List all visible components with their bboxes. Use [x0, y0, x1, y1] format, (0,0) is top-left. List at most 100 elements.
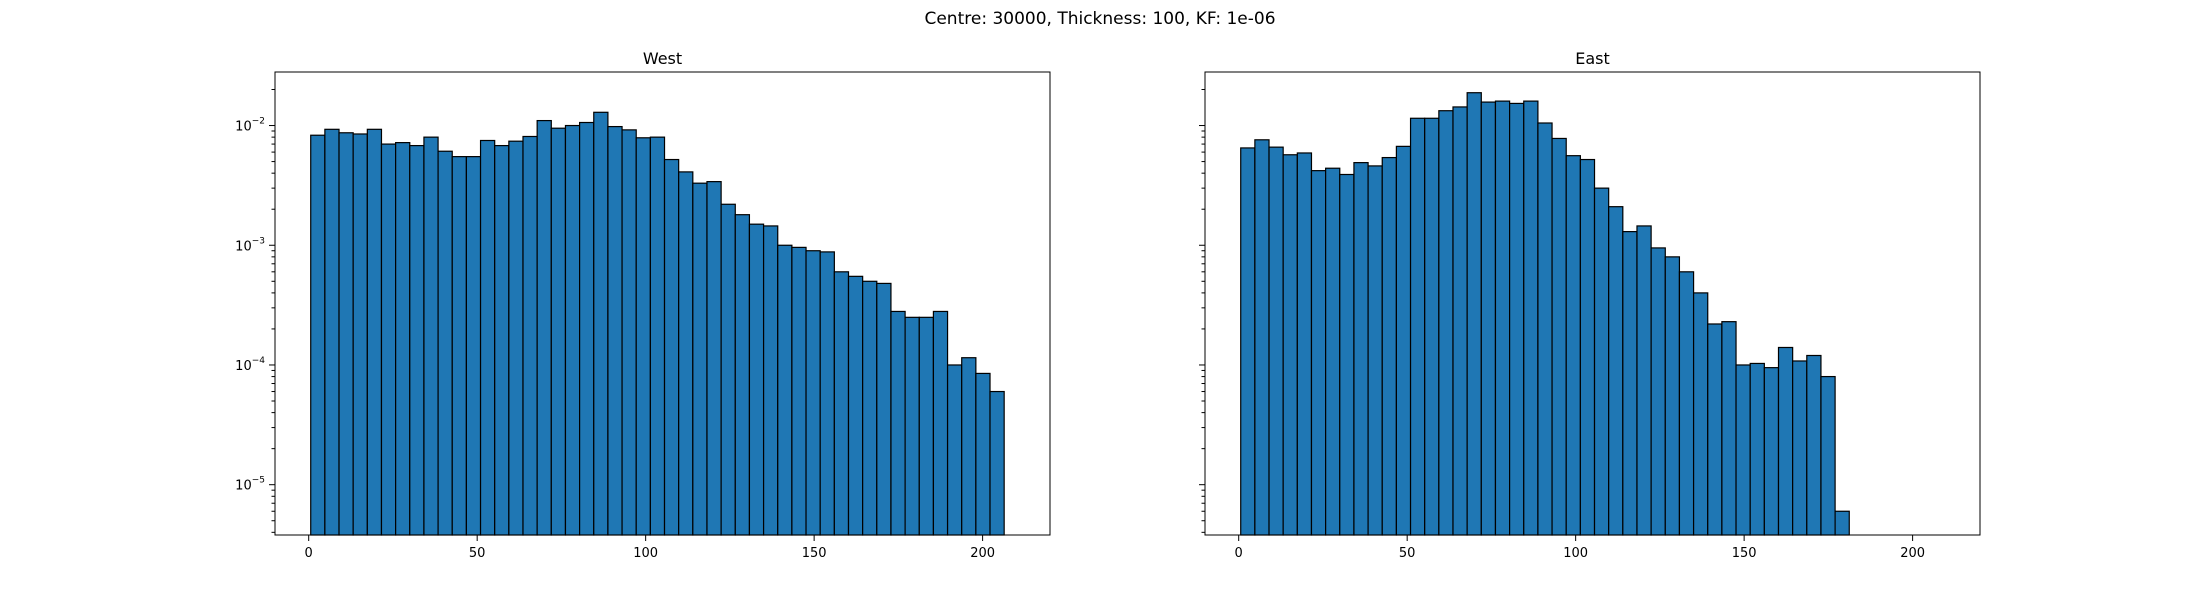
- histogram-bar: [819, 251, 835, 536]
- y-tick-label: 10−3: [235, 236, 265, 254]
- histogram-bar: [352, 133, 368, 536]
- histogram-bar: [748, 223, 765, 536]
- histogram-bar: [1551, 137, 1567, 536]
- histogram-bar: [1381, 156, 1397, 536]
- histogram-bar: [1622, 231, 1638, 536]
- histogram-bar: [550, 127, 567, 536]
- histogram-bar: [734, 214, 751, 536]
- histogram-bar: [1678, 271, 1695, 536]
- histogram-bar: [1282, 154, 1298, 536]
- histogram-bar: [678, 171, 694, 536]
- histogram-bar: [1593, 187, 1610, 536]
- histogram-bar: [1608, 206, 1624, 536]
- histogram-bar: [1240, 147, 1256, 536]
- histogram-bar: [338, 132, 354, 536]
- histogram-bar: [692, 182, 708, 536]
- histogram-bar: [1395, 145, 1412, 536]
- histogram-bar: [508, 140, 524, 536]
- x-tick-label: 0: [1235, 546, 1243, 561]
- histogram-bar: [479, 139, 496, 536]
- histogram-bar: [1806, 354, 1822, 536]
- histogram-bar: [395, 142, 411, 536]
- histogram-bar: [932, 310, 949, 536]
- histogram-bar: [1339, 173, 1355, 536]
- histogram-bar: [1509, 102, 1525, 536]
- histogram-bar: [494, 144, 510, 536]
- histogram-bar: [1636, 225, 1652, 536]
- x-tick-label: 50: [1399, 546, 1416, 561]
- histogram-bar: [522, 135, 538, 536]
- histogram-bar: [1820, 375, 1836, 536]
- y-tick-label: 10−2: [235, 117, 265, 135]
- histogram-bar: [946, 364, 963, 536]
- x-tick-label: 50: [469, 546, 486, 561]
- histogram-bar: [451, 156, 467, 536]
- histogram-bar: [310, 134, 326, 536]
- histogram-bar: [1424, 117, 1440, 536]
- histogram-bar: [1480, 101, 1497, 536]
- histogram-bar: [1254, 139, 1270, 536]
- x-tick-label: 0: [305, 546, 313, 561]
- histogram-bar: [1296, 152, 1313, 536]
- histogram-bar: [961, 357, 977, 536]
- histogram-bar: [791, 246, 807, 536]
- histogram-bar: [1268, 146, 1284, 536]
- histogram-bar: [437, 150, 453, 536]
- histogram-bar: [593, 111, 609, 536]
- histogram-bar: [1792, 360, 1808, 536]
- axes-frame: [1204, 71, 1981, 536]
- histogram-bar: [1735, 364, 1751, 536]
- panel-east: East 0 50 100 150 200: [1199, 49, 1981, 561]
- histogram-bar: [1452, 106, 1468, 536]
- histogram-bar: [579, 121, 595, 536]
- histogram-bar: [1438, 110, 1454, 536]
- histogram-bar: [564, 124, 581, 536]
- histogram-bar: [1565, 155, 1581, 536]
- histogram-bar: [720, 203, 736, 536]
- histogram-bar: [649, 136, 666, 536]
- figure-suptitle: Centre: 30000, Thickness: 100, KF: 1e-06: [924, 9, 1275, 29]
- histogram-bar: [1310, 170, 1327, 536]
- histogram-bar: [904, 316, 920, 536]
- histogram-bar: [777, 244, 793, 536]
- histogram-bar: [1367, 165, 1383, 536]
- panel-west: West 0 50 100 150 200 10−5 10−4 10−3 10−2: [235, 49, 1051, 561]
- x-tick-label: 200: [970, 546, 995, 561]
- histogram-bar: [1650, 247, 1666, 536]
- histogram-bar: [918, 316, 935, 536]
- histogram-bar: [1777, 346, 1794, 536]
- histogram-bar: [324, 128, 340, 536]
- histogram-bar: [1763, 367, 1780, 536]
- x-tick-label: 150: [802, 546, 827, 561]
- histogram-bar: [380, 143, 397, 536]
- histogram-bar: [833, 271, 850, 536]
- y-tick-label: 10−5: [235, 476, 265, 494]
- histogram-bar: [409, 144, 425, 536]
- histogram-bar: [465, 156, 482, 536]
- histogram-bar: [876, 282, 892, 536]
- histogram-bar: [706, 181, 722, 536]
- histogram-bar: [1523, 100, 1539, 536]
- histogram-bar: [762, 225, 779, 536]
- x-tick-label: 100: [1563, 546, 1588, 561]
- histogram-bar: [536, 119, 552, 536]
- histogram-bar: [975, 372, 991, 536]
- x-tick-label: 200: [1900, 546, 1925, 561]
- histogram-bar: [1353, 162, 1369, 536]
- histogram-bar: [1707, 323, 1723, 536]
- histogram-bar: [890, 310, 906, 536]
- axes-frame: [274, 71, 1051, 536]
- histogram-bar: [663, 158, 680, 536]
- histogram-bar: [805, 250, 821, 536]
- histogram-bar: [1692, 292, 1709, 536]
- histogram-bar: [635, 137, 651, 536]
- y-tick-label: 10−4: [235, 356, 265, 374]
- histogram-bar: [847, 275, 864, 536]
- panel-title: East: [1575, 49, 1610, 68]
- panel-title: West: [643, 49, 682, 68]
- histogram-bar: [1466, 92, 1482, 536]
- histogram-bar: [1409, 117, 1426, 536]
- x-tick-label: 150: [1732, 546, 1757, 561]
- histogram-bar: [423, 136, 439, 536]
